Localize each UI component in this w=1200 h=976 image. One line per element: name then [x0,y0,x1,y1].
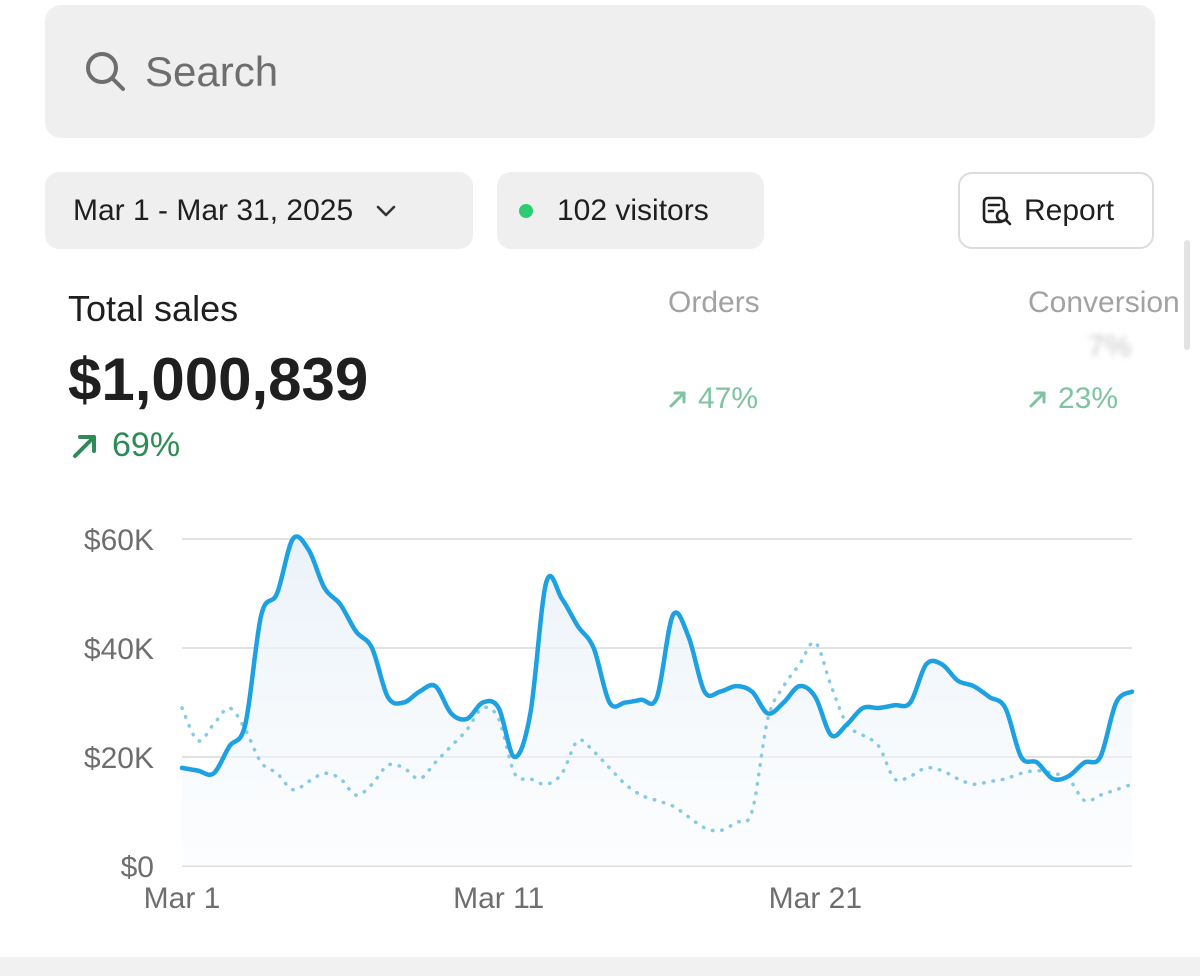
chevron-down-icon [376,205,396,216]
search-icon [86,51,125,91]
total-sales-change: 69% [70,426,180,465]
conversion-change: 23% [1028,382,1118,416]
arrow-up-right-icon [1029,391,1046,408]
search-input[interactable]: Search [145,47,279,95]
report-label: Report [1024,193,1115,227]
y-tick-label: $40K [84,633,154,666]
sales-series-line [179,534,1135,782]
conversion-change-value: 23% [1058,382,1119,415]
conversion-value: 7% [1088,330,1132,363]
visitors-count: 102 visitors [557,193,709,227]
y-tick-label: $20K [84,742,154,775]
conversion-label: Conversion [1028,286,1180,319]
y-tick-label: $60K [84,524,154,557]
x-tick-label: Mar 21 [769,882,862,915]
date-range-label: Mar 1 - Mar 31, 2025 [73,193,354,227]
sales-line-chart: $0 $20K $40K $60K Mar 1 Mar 11 Mar 21 [84,524,1135,915]
total-sales-value: $1,000,839 [68,346,369,413]
report-button[interactable]: Report [958,172,1154,249]
visitors-badge: 102 visitors [497,172,764,249]
orders-change: 47% [668,382,758,416]
comparison-series-line [180,640,1134,833]
total-sales-change-value: 69% [112,426,181,464]
live-dot-icon [519,203,533,218]
arrow-up-right-icon [73,434,96,458]
scrollbar[interactable] [1184,240,1190,350]
arrow-up-right-icon [669,391,686,408]
search-bar[interactable]: Search [45,5,1155,138]
y-tick-label: $0 [121,851,154,884]
total-sales-label: Total sales [68,288,239,329]
report-search-icon [982,196,1012,225]
bottom-bar [0,957,1200,976]
orders-change-value: 47% [698,382,759,415]
x-tick-label: Mar 11 [453,882,544,915]
orders-label: Orders [668,286,760,319]
x-tick-label: Mar 1 [144,882,221,915]
date-range-picker[interactable]: Mar 1 - Mar 31, 2025 [45,172,473,249]
